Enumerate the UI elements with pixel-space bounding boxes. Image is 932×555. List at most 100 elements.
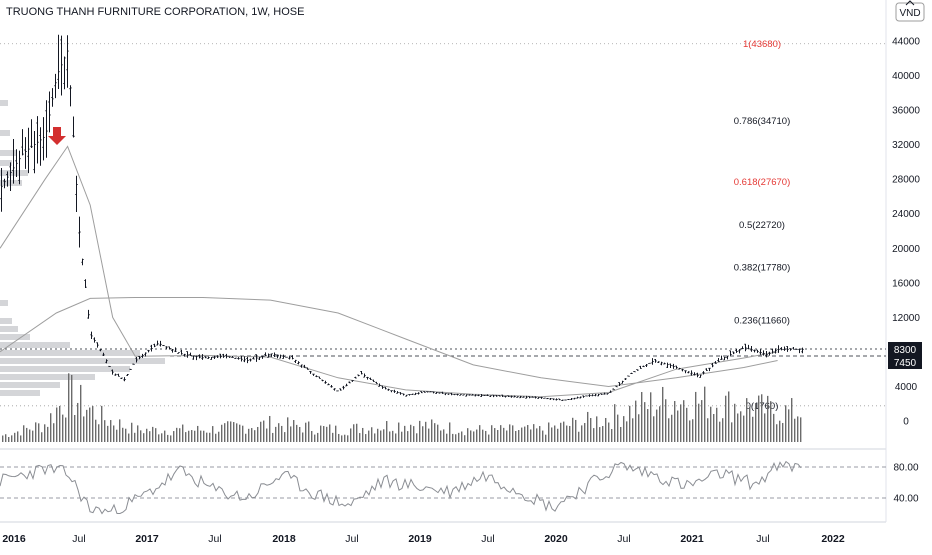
volume-profile-bin: [0, 326, 18, 332]
volume-bar: [407, 431, 409, 442]
volume-bar: [776, 424, 778, 442]
volume-bar: [155, 428, 157, 442]
volume-bar: [569, 425, 571, 442]
volume-bar: [98, 424, 100, 442]
volume-bar: [323, 426, 325, 442]
price-tick-label: 12000: [892, 313, 920, 324]
volume-profile-bin: [0, 374, 95, 380]
volume-bar: [536, 428, 538, 442]
volume-bar: [632, 418, 634, 442]
volume-bar: [137, 425, 139, 442]
poc-price-tag: 7450: [888, 355, 922, 369]
volume-bar: [29, 429, 31, 442]
volume-bar: [641, 392, 643, 442]
volume-bar: [50, 413, 52, 442]
volume-bar: [32, 430, 34, 442]
volume-bar: [101, 405, 103, 442]
volume-bar: [617, 414, 619, 442]
volume-bar: [353, 424, 355, 442]
volume-bar: [461, 431, 463, 442]
volume-bar: [110, 420, 112, 442]
volume-bar: [635, 400, 637, 442]
volume-bar: [176, 427, 178, 442]
time-tick-label: Jul: [481, 533, 494, 545]
volume-bar: [752, 416, 754, 442]
volume-profile-bin: [0, 342, 70, 348]
volume-bar: [575, 419, 577, 442]
volume-bar: [563, 421, 565, 442]
volume-bar: [623, 416, 625, 442]
volume-bar: [686, 407, 688, 442]
volume-bar: [311, 430, 313, 442]
volume-bar: [239, 424, 241, 442]
volume-bar: [626, 421, 628, 442]
volume-bar: [128, 433, 130, 442]
volume-bar: [548, 422, 550, 442]
volume-profile-bin: [0, 318, 12, 324]
volume-bar: [335, 425, 337, 442]
volume-bar: [614, 404, 616, 442]
volume-bar: [455, 434, 457, 442]
volume-bar: [161, 433, 163, 442]
volume-bar: [425, 421, 427, 442]
volume-bar: [737, 413, 739, 442]
volume-bar: [746, 398, 748, 442]
volume-bar: [422, 426, 424, 442]
time-tick-label: 2020: [544, 533, 568, 545]
volume-bar: [305, 422, 307, 442]
volume-profile-bin: [0, 358, 165, 364]
time-axis: 2016 Jul 2017 Jul 2018 Jul 2019 Jul 2020 Jul 2021 J…: [2, 533, 845, 545]
fib-label: 0.786(34710): [734, 116, 791, 127]
chevron-up-icon[interactable]: [905, 0, 915, 6]
price-tick-label: 0: [903, 417, 909, 428]
currency-selector[interactable]: VND: [895, 2, 925, 22]
volume-bar: [452, 433, 454, 442]
volume-bar: [785, 405, 787, 442]
sell-arrow-marker-icon: [48, 127, 66, 145]
volume-bar: [533, 424, 535, 442]
volume-bar: [758, 395, 760, 442]
volume-bar: [494, 428, 496, 442]
volume-bar: [224, 423, 226, 442]
volume-bar: [539, 426, 541, 442]
volume-bar: [236, 423, 238, 442]
volume-bar: [755, 403, 757, 442]
volume-bar: [428, 428, 430, 442]
rsi-line: [0, 460, 802, 515]
volume-bar: [266, 428, 268, 442]
volume-bar: [35, 422, 37, 442]
volume-bar: [68, 373, 70, 442]
volume-bar: [788, 409, 790, 442]
volume-bar: [668, 418, 670, 442]
volume-bar: [197, 425, 199, 442]
volume-bar: [62, 414, 64, 442]
volume-bar: [710, 406, 712, 442]
price-tick-label: 4000: [895, 382, 918, 393]
volume-bar: [677, 410, 679, 442]
volume-bar: [230, 421, 232, 442]
volume-profile-bin: [0, 334, 30, 340]
volume-bar: [359, 433, 361, 442]
volume-bar: [647, 409, 649, 442]
volume-bar: [371, 427, 373, 442]
time-tick-label: Jul: [72, 533, 85, 545]
volume-bar: [389, 431, 391, 442]
volume-bar: [44, 424, 46, 442]
volume-bar: [260, 421, 262, 442]
volume-bar: [356, 423, 358, 442]
volume-bar: [350, 428, 352, 442]
volume-bar: [440, 430, 442, 442]
price-tick-label: 24000: [892, 209, 920, 220]
volume-bar: [47, 426, 49, 442]
volume-bar: [392, 430, 394, 442]
volume-bar: [116, 429, 118, 442]
volume-bar: [470, 430, 472, 442]
volume-bar: [221, 424, 223, 442]
volume-bar: [482, 429, 484, 442]
volume-bar: [683, 400, 685, 442]
volume-bar: [281, 425, 283, 442]
volume-bar: [134, 432, 136, 442]
volume-bar: [716, 407, 718, 442]
volume-bar: [674, 401, 676, 442]
volume-bar: [218, 431, 220, 442]
